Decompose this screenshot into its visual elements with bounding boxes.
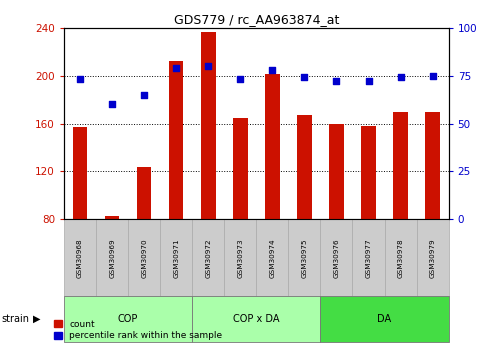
Bar [64, 296, 192, 342]
Point [204, 63, 212, 69]
Bar [425, 111, 440, 219]
Point [332, 79, 340, 84]
Bar [64, 219, 96, 296]
Point [236, 77, 244, 82]
Bar [128, 219, 160, 296]
Legend: count, percentile rank within the sample: count, percentile rank within the sample [54, 320, 222, 341]
Bar [192, 219, 224, 296]
Bar [265, 75, 280, 219]
Bar [361, 126, 376, 219]
Text: GSM30975: GSM30975 [301, 238, 308, 278]
Bar [393, 111, 408, 219]
Text: strain: strain [1, 314, 29, 324]
Bar [192, 296, 320, 342]
Bar [329, 124, 344, 219]
Text: GSM30979: GSM30979 [429, 238, 436, 278]
Text: GSM30976: GSM30976 [333, 238, 340, 278]
Text: GSM30974: GSM30974 [269, 238, 276, 278]
Bar [224, 219, 256, 296]
Text: GSM30968: GSM30968 [77, 238, 83, 278]
Text: GSM30971: GSM30971 [173, 238, 179, 278]
Bar [385, 219, 417, 296]
Point [428, 73, 437, 78]
Text: GSM30972: GSM30972 [205, 238, 211, 278]
Bar [160, 219, 192, 296]
Text: GSM30970: GSM30970 [141, 238, 147, 278]
Title: GDS779 / rc_AA963874_at: GDS779 / rc_AA963874_at [174, 13, 339, 27]
Bar [256, 219, 288, 296]
Point [108, 101, 116, 107]
Bar [96, 219, 128, 296]
Point [396, 75, 404, 80]
Bar [288, 219, 320, 296]
Bar [137, 167, 151, 219]
Text: ▶: ▶ [33, 314, 40, 324]
Bar [201, 32, 215, 219]
Point [173, 65, 180, 71]
Bar [417, 219, 449, 296]
Bar [105, 216, 119, 219]
Bar [320, 219, 352, 296]
Bar [169, 61, 183, 219]
Text: COP: COP [118, 314, 139, 324]
Point [300, 75, 309, 80]
Point [140, 92, 148, 98]
Bar [233, 118, 247, 219]
Bar [297, 115, 312, 219]
Text: GSM30978: GSM30978 [397, 238, 404, 278]
Text: GSM30969: GSM30969 [109, 238, 115, 278]
Bar [352, 219, 385, 296]
Text: DA: DA [378, 314, 391, 324]
Text: GSM30977: GSM30977 [365, 238, 372, 278]
Point [76, 77, 84, 82]
Point [364, 79, 373, 84]
Bar [320, 296, 449, 342]
Point [268, 67, 276, 72]
Bar [73, 127, 87, 219]
Text: GSM30973: GSM30973 [237, 238, 244, 278]
Text: COP x DA: COP x DA [233, 314, 280, 324]
